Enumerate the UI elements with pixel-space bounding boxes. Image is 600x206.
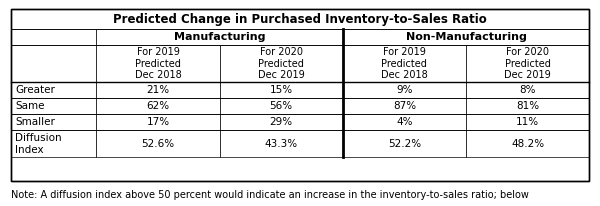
Text: 15%: 15% bbox=[269, 85, 293, 95]
Bar bbox=[343, 82, 466, 98]
Bar bbox=[220, 82, 343, 98]
Bar bbox=[220, 98, 343, 114]
Bar bbox=[11, 114, 97, 130]
Text: For 2019
Predicted
Dec 2018: For 2019 Predicted Dec 2018 bbox=[381, 47, 428, 81]
Text: 29%: 29% bbox=[269, 117, 293, 127]
Bar bbox=[466, 114, 589, 130]
Bar bbox=[97, 130, 220, 157]
Text: Predicted Change in Purchased Inventory-to-Sales Ratio: Predicted Change in Purchased Inventory-… bbox=[113, 13, 487, 26]
Text: 87%: 87% bbox=[393, 101, 416, 111]
Text: Non-Manufacturing: Non-Manufacturing bbox=[406, 32, 526, 42]
Bar bbox=[11, 45, 97, 82]
Bar bbox=[466, 98, 589, 114]
Bar bbox=[343, 45, 466, 82]
Bar bbox=[343, 98, 466, 114]
Text: 62%: 62% bbox=[146, 101, 170, 111]
Bar bbox=[11, 130, 97, 157]
Bar bbox=[220, 114, 343, 130]
Text: For 2020
Predicted
Dec 2019: For 2020 Predicted Dec 2019 bbox=[504, 47, 551, 81]
Bar bbox=[11, 82, 97, 98]
Bar bbox=[466, 130, 589, 157]
Bar bbox=[343, 29, 589, 45]
Bar bbox=[466, 82, 589, 98]
Bar bbox=[11, 9, 589, 29]
Text: 11%: 11% bbox=[516, 117, 539, 127]
Bar bbox=[11, 29, 97, 45]
Bar bbox=[11, 98, 97, 114]
Text: Greater: Greater bbox=[15, 85, 55, 95]
Text: Smaller: Smaller bbox=[15, 117, 55, 127]
Text: 56%: 56% bbox=[269, 101, 293, 111]
Text: 52.2%: 52.2% bbox=[388, 139, 421, 149]
Text: 17%: 17% bbox=[146, 117, 170, 127]
Text: 81%: 81% bbox=[516, 101, 539, 111]
Text: Note: A diffusion index above 50 percent would indicate an increase in the inven: Note: A diffusion index above 50 percent… bbox=[11, 190, 529, 200]
Bar bbox=[97, 82, 220, 98]
Bar bbox=[97, 45, 220, 82]
Bar bbox=[97, 29, 343, 45]
Text: Manufacturing: Manufacturing bbox=[174, 32, 265, 42]
Text: 48.2%: 48.2% bbox=[511, 139, 544, 149]
Bar bbox=[466, 45, 589, 82]
Bar bbox=[343, 114, 466, 130]
Bar bbox=[97, 114, 220, 130]
Text: Diffusion
Index: Diffusion Index bbox=[15, 133, 62, 154]
Bar bbox=[343, 130, 466, 157]
Bar bbox=[220, 130, 343, 157]
Text: For 2019
Predicted
Dec 2018: For 2019 Predicted Dec 2018 bbox=[134, 47, 181, 81]
Text: 8%: 8% bbox=[520, 85, 536, 95]
Bar bbox=[97, 98, 220, 114]
Text: 4%: 4% bbox=[396, 117, 413, 127]
Text: 43.3%: 43.3% bbox=[265, 139, 298, 149]
Text: 52.6%: 52.6% bbox=[142, 139, 175, 149]
Bar bbox=[11, 9, 589, 181]
Bar bbox=[11, 9, 589, 181]
Text: Same: Same bbox=[15, 101, 44, 111]
Text: For 2020
Predicted
Dec 2019: For 2020 Predicted Dec 2019 bbox=[258, 47, 305, 81]
Bar bbox=[220, 45, 343, 82]
Text: 9%: 9% bbox=[396, 85, 413, 95]
Text: 21%: 21% bbox=[146, 85, 170, 95]
